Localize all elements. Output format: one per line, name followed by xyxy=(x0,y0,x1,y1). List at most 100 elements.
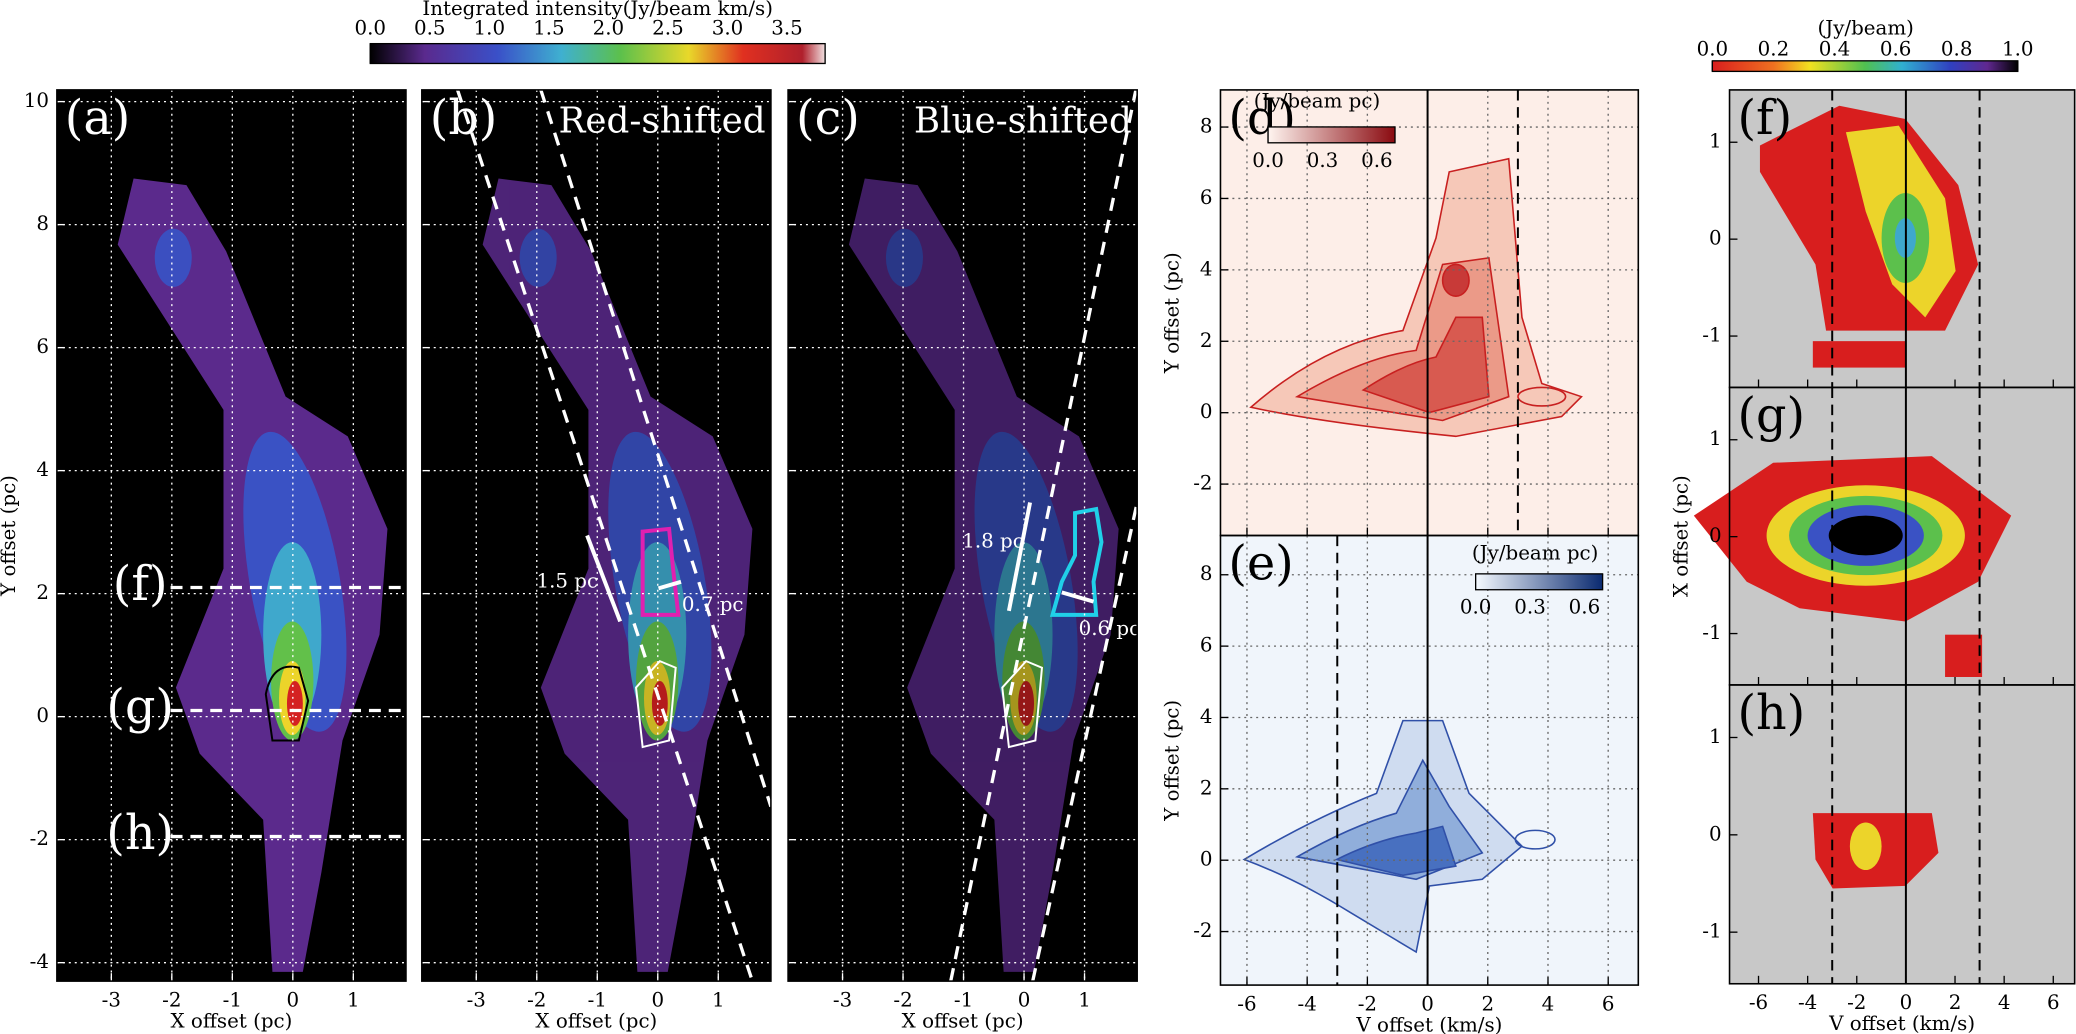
y-tick-label: -2 xyxy=(1193,472,1212,495)
cut-label: (f) xyxy=(113,557,168,612)
y-tick-label: -2 xyxy=(1193,919,1212,942)
annotation: 1.5 pc xyxy=(536,569,598,592)
x-axis-label: X offset (pc) xyxy=(170,1010,292,1033)
cut-label: (h) xyxy=(106,806,174,861)
y-tick-label: 1 xyxy=(1709,130,1722,153)
colorbar xyxy=(1711,60,2019,73)
panel-frame xyxy=(421,89,772,982)
y-tick-label: 0 xyxy=(1709,822,1722,845)
x-axis-label: X offset (pc) xyxy=(902,1010,1024,1033)
y-tick-label: 4 xyxy=(1200,257,1213,280)
panel-frame xyxy=(56,89,407,982)
x-axis-label: X offset (pc) xyxy=(535,1010,657,1033)
y-tick-label: 4 xyxy=(36,458,49,481)
colorbar-tick-label: 0.6 xyxy=(1880,38,1912,61)
panel-label: (g) xyxy=(1737,389,1805,444)
colorbar-tick-label: 1.0 xyxy=(2002,38,2034,61)
colorbar-tick-label: 0.0 xyxy=(1460,596,1492,619)
colorbar-label: (Jy/beam pc) xyxy=(1254,89,1380,112)
y-tick-label: 6 xyxy=(36,335,49,358)
x-tick-label: -3 xyxy=(467,988,486,1011)
colorbar-tick-label: 0.0 xyxy=(354,17,386,40)
colorbar-tick-label: 3.5 xyxy=(771,17,803,40)
x-axis-label: V offset (km/s) xyxy=(1355,1014,1502,1034)
y-tick-label: -1 xyxy=(1702,324,1721,347)
x-tick-label: -6 xyxy=(1749,991,1768,1014)
colorbar xyxy=(369,42,826,65)
panel-label: (e) xyxy=(1228,537,1293,592)
region xyxy=(640,526,681,617)
contours xyxy=(1249,157,1583,438)
x-tick-label: -1 xyxy=(954,988,973,1011)
colorbar-tick-label: 0.0 xyxy=(1252,149,1284,172)
colorbar-tick-label: 0.4 xyxy=(1819,38,1851,61)
contours xyxy=(1242,719,1556,954)
panel-frame xyxy=(1728,684,2076,985)
panel-title: Blue-shifted xyxy=(914,100,1132,141)
x-tick-label: -2 xyxy=(1358,992,1377,1015)
contour xyxy=(264,665,310,742)
panel-label: (b) xyxy=(430,91,498,146)
x-tick-label: 1 xyxy=(712,988,725,1011)
dashed-line xyxy=(1031,502,1139,982)
y-tick-label: 2 xyxy=(36,581,49,604)
x-tick-label: 0 xyxy=(287,988,300,1011)
colorbar-tick-label: 0.6 xyxy=(1569,596,1601,619)
x-tick-label: 1 xyxy=(1078,988,1091,1011)
x-tick-label: 0 xyxy=(1900,991,1913,1014)
contour xyxy=(635,659,677,749)
panel-frame xyxy=(1219,534,1640,986)
colorbar-tick-label: 0.5 xyxy=(414,17,446,40)
colorbar-label: (Jy/beam) xyxy=(1818,17,1914,40)
colorbar-label: Integrated intensity(Jy/beam km/s) xyxy=(422,0,773,20)
x-tick-label: -2 xyxy=(527,988,546,1011)
y-tick-label: 4 xyxy=(1200,705,1213,728)
colorbar-tick-label: 3.0 xyxy=(712,17,744,40)
panel-label: (a) xyxy=(65,91,131,146)
panel-label: (h) xyxy=(1737,686,1805,741)
y-axis-label: Y offset (pc) xyxy=(1160,700,1183,822)
panel-frame xyxy=(787,89,1138,982)
y-tick-label: 8 xyxy=(36,212,49,235)
artwork: 1.5 pc 0.7 pc 1.8 pc 0.6 pc xyxy=(117,89,2012,982)
annotation: 0.7 pc xyxy=(682,593,744,616)
x-tick-label: 0 xyxy=(651,988,664,1011)
contour xyxy=(1001,659,1044,749)
colorbar-tick-label: 0.2 xyxy=(1758,38,1790,61)
panel-label: (c) xyxy=(796,91,860,146)
y-axis-label: X offset (pc) xyxy=(1669,475,1692,597)
x-tick-label: -4 xyxy=(1298,992,1317,1015)
x-tick-label: -3 xyxy=(102,988,121,1011)
y-tick-label: 0 xyxy=(1200,400,1213,423)
annotation: 1.8 pc xyxy=(962,530,1024,553)
y-tick-label: 8 xyxy=(1200,562,1213,585)
dashed-line xyxy=(539,89,773,808)
y-tick-label: 0 xyxy=(1709,227,1722,250)
colorbar-tick-label: 2.0 xyxy=(593,17,625,40)
panel-label: (f) xyxy=(1737,91,1792,146)
x-tick-label: 6 xyxy=(1602,992,1615,1015)
y-tick-label: 8 xyxy=(1200,115,1213,138)
x-tick-label: -2 xyxy=(1847,991,1866,1014)
colorbar xyxy=(1475,573,1604,591)
y-tick-label: -4 xyxy=(30,950,49,973)
annotation: 0.6 pc xyxy=(1079,617,1141,640)
y-tick-label: 1 xyxy=(1709,725,1722,748)
arrow xyxy=(657,579,682,591)
y-tick-label: 2 xyxy=(1200,776,1213,799)
y-tick-label: -1 xyxy=(1702,920,1721,943)
x-tick-label: 2 xyxy=(1481,992,1494,1015)
x-tick-label: -6 xyxy=(1237,992,1256,1015)
panel-title: Red-shifted xyxy=(558,100,765,141)
x-tick-label: -1 xyxy=(223,988,242,1011)
x-tick-label: 1 xyxy=(347,988,360,1011)
y-tick-label: 1 xyxy=(1709,427,1722,450)
colorbar xyxy=(1267,126,1396,144)
colorbar-tick-label: 2.5 xyxy=(652,17,684,40)
cut-label: (g) xyxy=(106,680,174,735)
dashed-line xyxy=(949,89,1138,982)
arrow xyxy=(1006,502,1033,612)
y-tick-label: 6 xyxy=(1200,186,1213,209)
x-tick-label: 2 xyxy=(1949,991,1962,1014)
